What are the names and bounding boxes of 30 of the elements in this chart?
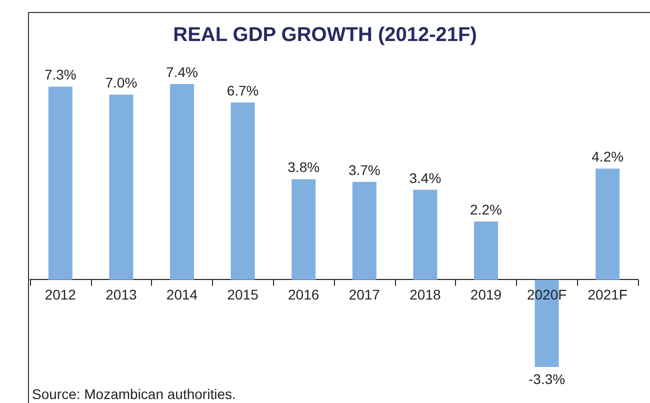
bar: [170, 84, 194, 280]
data-label: 7.3%: [44, 66, 76, 83]
x-tick-label: 2019: [470, 286, 502, 303]
data-label: 2.2%: [470, 202, 502, 218]
bar: [596, 168, 620, 280]
data-label: 3.8%: [288, 159, 320, 176]
x-tick-label: 2021F: [588, 286, 628, 303]
x-tick-label: 2014: [166, 286, 198, 303]
x-tick-label: 2015: [227, 286, 259, 303]
data-label: 3.4%: [409, 170, 442, 186]
data-label: 7.0%: [105, 74, 138, 91]
data-label: -3.3%: [528, 371, 566, 387]
x-tick-label: 2012: [44, 286, 76, 303]
bar: [474, 222, 498, 280]
bar: [48, 86, 72, 280]
x-tick-label: 2018: [410, 286, 441, 303]
x-tick-label: 2017: [348, 286, 380, 303]
data-label: 7.4%: [166, 64, 198, 80]
bar: [352, 182, 376, 280]
source-note: Source: Mozambican authorities.: [32, 386, 236, 402]
chart-title: REAL GDP GROWTH (2012-21F): [173, 24, 477, 46]
bar: [413, 190, 438, 280]
data-label: 3.7%: [348, 162, 380, 178]
x-tick-label: 2016: [288, 286, 320, 303]
x-tick-label: 2013: [106, 286, 137, 303]
data-label: 6.7%: [226, 82, 259, 99]
bar: [109, 94, 134, 280]
data-label: 4.2%: [592, 148, 624, 165]
bar: [230, 102, 255, 280]
bar: [292, 179, 316, 280]
